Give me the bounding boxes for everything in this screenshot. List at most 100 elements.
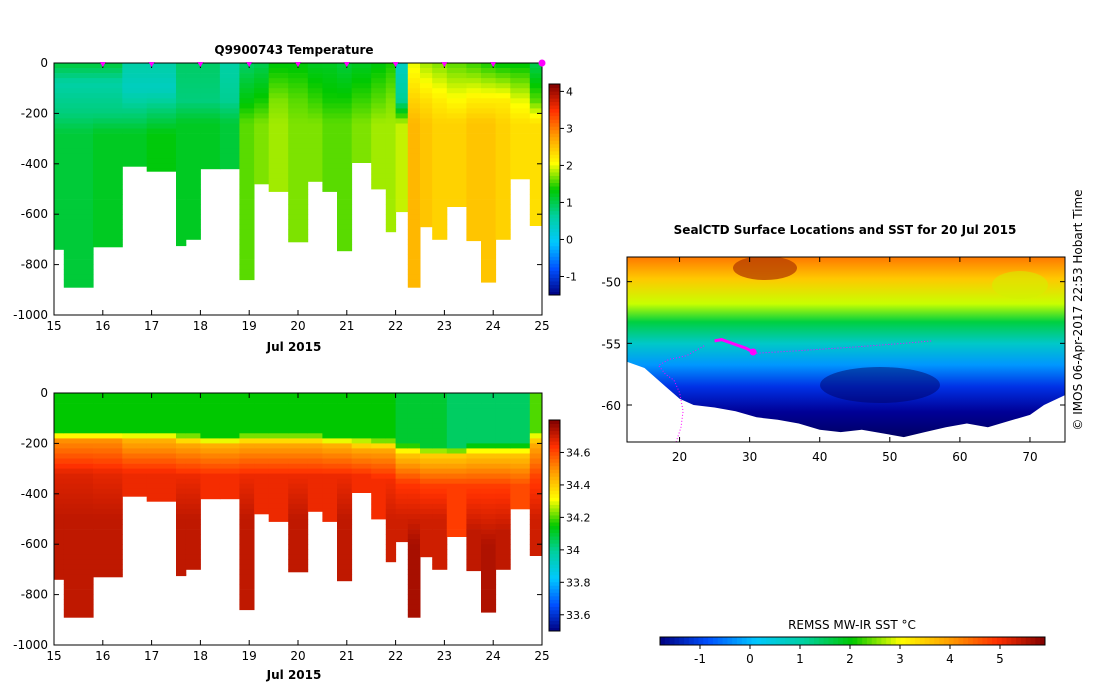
temperature-cell <box>239 219 255 225</box>
temperature-cell <box>54 173 65 180</box>
salinity-cell <box>200 488 221 495</box>
temperature-cell <box>288 88 309 94</box>
temperature-cell <box>176 214 187 220</box>
salinity-cell <box>254 408 270 414</box>
sst-colorbar-segment <box>968 637 974 645</box>
salinity-colorbar-segment <box>549 497 560 502</box>
temperature-profile <box>185 63 201 240</box>
sst-colorbar-segment <box>838 637 844 645</box>
temperature-cell <box>407 173 421 180</box>
salinity-cell <box>176 478 187 485</box>
salinity-cell <box>337 408 353 414</box>
salinity-colorbar-segment <box>549 427 560 432</box>
salinity-cell <box>63 508 94 515</box>
salinity-cell <box>466 463 482 469</box>
salinity-cell <box>495 514 511 520</box>
temperature-cell <box>254 98 270 104</box>
temperature-cell <box>495 113 511 119</box>
temperature-cell <box>407 279 421 286</box>
salinity-cell <box>322 438 338 444</box>
temperature-cell <box>432 178 448 185</box>
salinity-cell <box>176 473 187 479</box>
salinity-cell <box>176 398 187 404</box>
salinity-cell <box>466 524 482 530</box>
salinity-cell <box>239 473 255 479</box>
temperature-cell <box>432 83 448 89</box>
temperature-cell <box>495 148 511 155</box>
temperature-cell <box>432 98 448 104</box>
salinity-cell <box>307 433 323 439</box>
salinity-cell <box>122 418 148 424</box>
salinity-colorbar-segment <box>549 483 560 488</box>
salinity-xtick-label: 23 <box>437 649 452 663</box>
temperature-cell <box>337 118 353 124</box>
salinity-cell <box>122 488 148 495</box>
salinity-cell <box>185 544 201 550</box>
salinity-cell <box>529 398 543 404</box>
temperature-cell <box>371 158 387 165</box>
salinity-cell <box>239 453 255 459</box>
temperature-cell <box>288 224 309 230</box>
salinity-cell <box>446 514 467 520</box>
salinity-cell <box>495 393 511 399</box>
salinity-cell <box>219 408 240 414</box>
salinity-cell <box>254 448 270 454</box>
sst-colorbar-segment <box>857 637 863 645</box>
temperature-cell <box>529 214 543 220</box>
salinity-cell <box>385 413 397 419</box>
salinity-cell <box>239 503 255 510</box>
salinity-cell <box>176 458 187 464</box>
temperature-cell <box>122 118 148 124</box>
sst-colorbar-segment <box>1040 637 1046 645</box>
temperature-cell <box>146 153 177 160</box>
temperature-cell <box>466 189 482 195</box>
salinity-cell <box>122 438 148 444</box>
salinity-cell <box>200 418 221 424</box>
salinity-colorbar-tick-label: 33.6 <box>566 609 591 622</box>
temperature-colorbar-segment <box>549 217 560 222</box>
salinity-cell <box>185 453 201 459</box>
temperature-cell <box>93 73 123 79</box>
salinity-cell <box>176 508 187 515</box>
temperature-cell <box>385 199 397 205</box>
temperature-cell <box>510 128 531 134</box>
salinity-cell <box>146 468 177 474</box>
temperature-cell <box>337 143 353 149</box>
temperature-cell <box>185 68 201 74</box>
salinity-cell <box>54 569 65 575</box>
salinity-cell <box>63 438 94 444</box>
temperature-cell <box>176 234 187 240</box>
temperature-cell <box>93 239 123 245</box>
sst-colorbar-tick-label: 1 <box>796 652 804 666</box>
temperature-cell <box>122 108 148 114</box>
temperature-cell <box>93 189 123 195</box>
salinity-cell <box>466 498 482 505</box>
salinity-colorbar-segment <box>549 420 560 425</box>
salinity-colorbar-segment <box>549 444 560 449</box>
salinity-cell <box>337 478 353 485</box>
sst-colorbar-segment <box>708 637 714 645</box>
salinity-cell <box>268 488 289 495</box>
temperature-cell <box>395 158 409 165</box>
temperature-cell <box>146 113 177 119</box>
sst-colorbar-segment <box>737 637 743 645</box>
temperature-cell <box>268 143 289 149</box>
salinity-cell <box>54 498 65 505</box>
salinity-cell <box>146 433 177 439</box>
salinity-cell <box>93 503 123 510</box>
sst-colorbar-segment <box>722 637 728 645</box>
temperature-cell <box>529 168 543 175</box>
salinity-cell <box>54 428 65 434</box>
temperature-cell <box>288 108 309 114</box>
temperature-cell <box>185 229 201 235</box>
temperature-cell <box>510 158 531 165</box>
temperature-cell <box>371 153 387 160</box>
salinity-cell <box>407 519 421 525</box>
salinity-cell <box>395 428 409 434</box>
salinity-cell <box>254 453 270 459</box>
temperature-cell <box>146 158 177 165</box>
salinity-cell <box>288 448 309 454</box>
temperature-cell <box>288 138 309 144</box>
temperature-cell <box>495 128 511 134</box>
salinity-cell <box>337 483 353 490</box>
